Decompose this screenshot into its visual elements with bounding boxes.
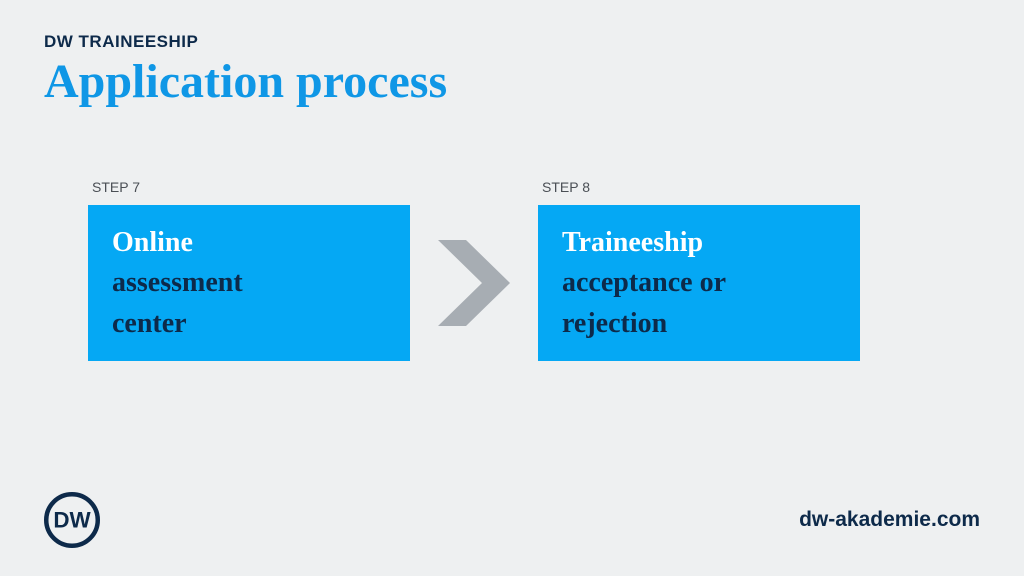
infographic-page: DW TRAINEESHIP Application process STEP …: [0, 0, 1024, 576]
step-line: center: [112, 304, 386, 345]
step-group-8: STEP 8 Traineeship acceptance or rejecti…: [538, 179, 860, 361]
step-box: Online assessment center: [88, 205, 410, 361]
step-line: rejection: [562, 304, 836, 345]
eyebrow-text: DW TRAINEESHIP: [44, 32, 980, 52]
svg-text:DW: DW: [53, 508, 91, 533]
step-line: Traineeship: [562, 223, 836, 264]
step-group-7: STEP 7 Online assessment center: [88, 179, 410, 361]
process-flow: STEP 7 Online assessment center STEP 8 T…: [88, 179, 980, 361]
step-box: Traineeship acceptance or rejection: [538, 205, 860, 361]
footer-url: dw-akademie.com: [799, 508, 980, 532]
step-label: STEP 7: [92, 179, 410, 195]
step-line: acceptance or: [562, 263, 836, 304]
footer: DW dw-akademie.com: [44, 492, 980, 548]
page-title: Application process: [44, 56, 980, 109]
dw-logo: DW: [44, 492, 100, 548]
step-label: STEP 8: [542, 179, 860, 195]
chevron-right-icon: [438, 240, 510, 326]
step-line: Online: [112, 223, 386, 264]
step-line: assessment: [112, 263, 386, 304]
